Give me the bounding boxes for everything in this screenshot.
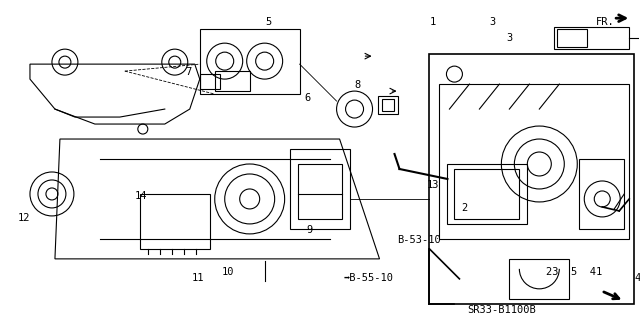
Bar xyxy=(200,74,220,89)
Text: ➡B-55-10: ➡B-55-10 xyxy=(344,273,394,283)
Text: 10: 10 xyxy=(221,267,234,277)
Text: 9: 9 xyxy=(307,225,313,235)
Bar xyxy=(298,164,342,219)
Text: 1: 1 xyxy=(429,17,436,27)
Text: 12: 12 xyxy=(18,213,31,223)
Bar xyxy=(378,96,397,114)
Bar xyxy=(215,71,250,91)
Text: 11: 11 xyxy=(192,273,204,283)
Bar xyxy=(381,99,394,111)
Text: SR33-B1100B: SR33-B1100B xyxy=(467,305,536,315)
Text: 13: 13 xyxy=(426,180,439,190)
Bar xyxy=(140,194,210,249)
Text: 8: 8 xyxy=(355,80,361,90)
Bar xyxy=(557,29,588,47)
Text: 14: 14 xyxy=(135,191,147,201)
Bar xyxy=(200,29,300,94)
Bar xyxy=(447,164,527,224)
Text: 5: 5 xyxy=(266,17,272,27)
Bar xyxy=(554,27,629,49)
Text: 6: 6 xyxy=(305,93,311,103)
Text: 7: 7 xyxy=(185,67,191,77)
Bar xyxy=(579,159,624,229)
Text: 4: 4 xyxy=(634,273,640,283)
Text: 3: 3 xyxy=(490,17,495,27)
Text: 3: 3 xyxy=(506,33,513,43)
Bar xyxy=(454,169,519,219)
Text: B-53-10: B-53-10 xyxy=(397,235,441,245)
Text: FR.: FR. xyxy=(596,17,615,27)
Text: 23  5  41: 23 5 41 xyxy=(547,267,603,277)
Text: 2: 2 xyxy=(461,203,468,213)
Bar xyxy=(290,149,349,229)
Bar xyxy=(509,259,570,299)
